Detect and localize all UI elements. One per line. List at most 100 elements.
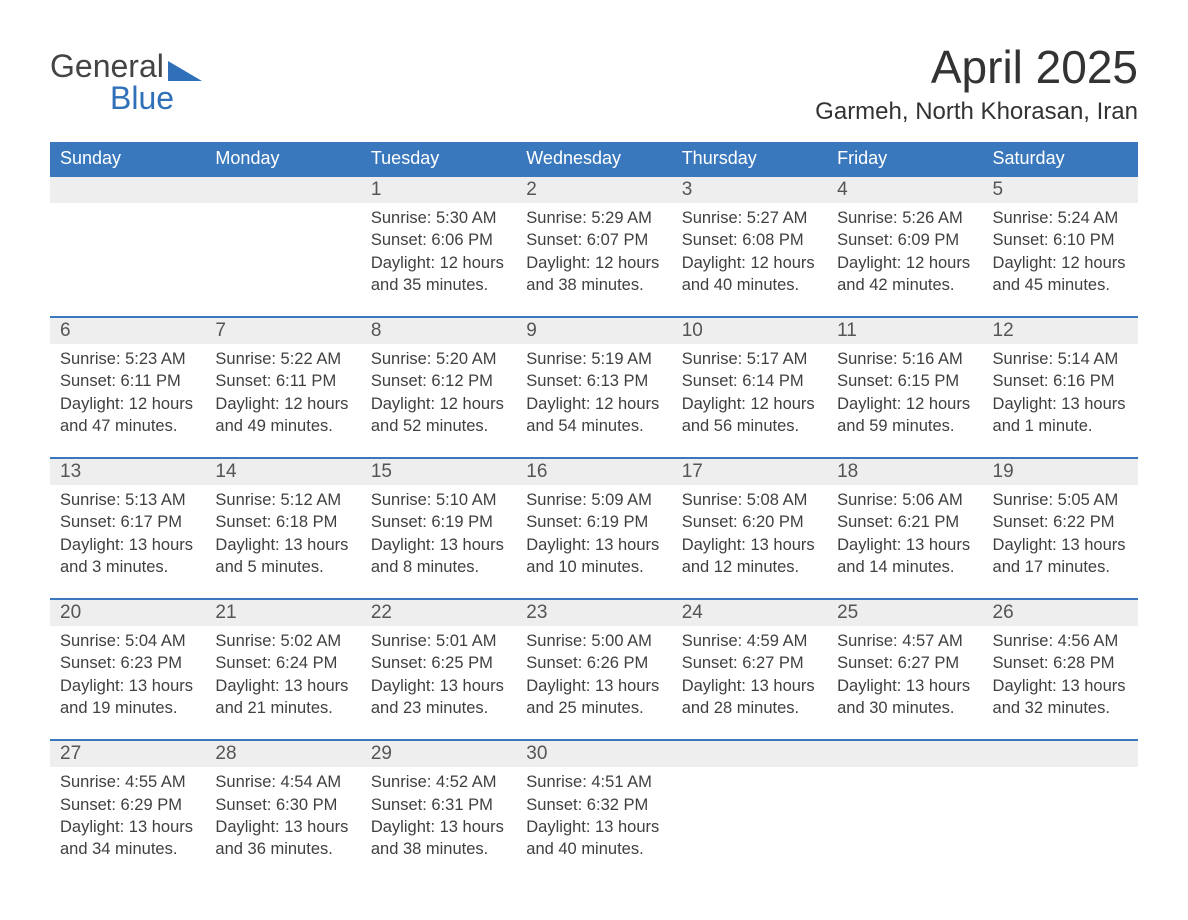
day-number-cell: 26: [983, 599, 1138, 626]
sunset-text: Sunset: 6:24 PM: [215, 652, 350, 674]
day-detail-cell: Sunrise: 5:27 AMSunset: 6:08 PMDaylight:…: [672, 203, 827, 317]
day-number-cell: 1: [361, 176, 516, 203]
day-number-cell: [983, 740, 1138, 767]
day-number-cell: 14: [205, 458, 360, 485]
daylight-text: Daylight: 13 hours and 25 minutes.: [526, 675, 661, 720]
day-number-cell: 5: [983, 176, 1138, 203]
day-detail-cell: [827, 767, 982, 880]
daylight-text: Daylight: 12 hours and 54 minutes.: [526, 393, 661, 438]
location-label: Garmeh, North Khorasan, Iran: [815, 98, 1138, 126]
day-detail-cell: Sunrise: 5:26 AMSunset: 6:09 PMDaylight:…: [827, 203, 982, 317]
day-number-cell: 17: [672, 458, 827, 485]
sunset-text: Sunset: 6:19 PM: [371, 511, 506, 533]
sunrise-text: Sunrise: 4:51 AM: [526, 771, 661, 793]
sunrise-text: Sunrise: 4:55 AM: [60, 771, 195, 793]
daylight-text: Daylight: 12 hours and 35 minutes.: [371, 252, 506, 297]
day-detail-cell: Sunrise: 5:08 AMSunset: 6:20 PMDaylight:…: [672, 485, 827, 599]
sunset-text: Sunset: 6:15 PM: [837, 370, 972, 392]
daylight-text: Daylight: 13 hours and 12 minutes.: [682, 534, 817, 579]
day-number-cell: [672, 740, 827, 767]
sunset-text: Sunset: 6:12 PM: [371, 370, 506, 392]
sunrise-text: Sunrise: 5:16 AM: [837, 348, 972, 370]
day-number-cell: 19: [983, 458, 1138, 485]
daylight-text: Daylight: 13 hours and 28 minutes.: [682, 675, 817, 720]
day-detail-cell: Sunrise: 4:54 AMSunset: 6:30 PMDaylight:…: [205, 767, 360, 880]
title-block: April 2025 Garmeh, North Khorasan, Iran: [815, 40, 1138, 136]
day-detail-cell: Sunrise: 5:22 AMSunset: 6:11 PMDaylight:…: [205, 344, 360, 458]
sunset-text: Sunset: 6:27 PM: [837, 652, 972, 674]
day-number-cell: 27: [50, 740, 205, 767]
daylight-text: Daylight: 12 hours and 52 minutes.: [371, 393, 506, 438]
daylight-text: Daylight: 12 hours and 47 minutes.: [60, 393, 195, 438]
day-number-cell: 25: [827, 599, 982, 626]
daylight-text: Daylight: 13 hours and 5 minutes.: [215, 534, 350, 579]
day-detail-cell: [983, 767, 1138, 880]
day-detail-cell: Sunrise: 5:14 AMSunset: 6:16 PMDaylight:…: [983, 344, 1138, 458]
day-number-row: 6789101112: [50, 317, 1138, 344]
daylight-text: Daylight: 13 hours and 36 minutes.: [215, 816, 350, 861]
daylight-text: Daylight: 12 hours and 38 minutes.: [526, 252, 661, 297]
sunrise-text: Sunrise: 4:56 AM: [993, 630, 1128, 652]
day-detail-row: Sunrise: 4:55 AMSunset: 6:29 PM Daylight:…: [50, 767, 1138, 880]
day-detail-cell: [50, 203, 205, 317]
weekday-header: Tuesday: [361, 142, 516, 176]
sunrise-text: Sunrise: 5:12 AM: [215, 489, 350, 511]
sunset-text: Sunset: 6:22 PM: [993, 511, 1128, 533]
daylight-text: Daylight: 13 hours and 8 minutes.: [371, 534, 506, 579]
day-number-cell: 15: [361, 458, 516, 485]
day-detail-cell: Sunrise: 5:09 AMSunset: 6:19 PMDaylight:…: [516, 485, 671, 599]
day-number-cell: 20: [50, 599, 205, 626]
logo-text-blue: Blue: [110, 82, 202, 114]
sunrise-text: Sunrise: 4:57 AM: [837, 630, 972, 652]
daylight-text: Daylight: 13 hours and 23 minutes.: [371, 675, 506, 720]
day-number-cell: 13: [50, 458, 205, 485]
day-detail-cell: Sunrise: 5:23 AMSunset: 6:11 PMDaylight:…: [50, 344, 205, 458]
day-detail-cell: Sunrise: 5:01 AMSunset: 6:25 PMDaylight:…: [361, 626, 516, 740]
sunset-text: Sunset: 6:08 PM: [682, 229, 817, 251]
sunset-text: Sunset: 6:09 PM: [837, 229, 972, 251]
daylight-text: Daylight: 12 hours and 40 minutes.: [682, 252, 817, 297]
sunrise-text: Sunrise: 5:08 AM: [682, 489, 817, 511]
day-detail-cell: Sunrise: 4:52 AMSunset: 6:31 PMDaylight:…: [361, 767, 516, 880]
sunset-text: Sunset: 6:18 PM: [215, 511, 350, 533]
sunset-text: Sunset: 6:28 PM: [993, 652, 1128, 674]
day-number-cell: 2: [516, 176, 671, 203]
day-number-cell: [205, 176, 360, 203]
daylight-text: Daylight: 13 hours and 38 minutes.: [371, 816, 506, 861]
sunset-text: Sunset: 6:29 PM: [60, 794, 195, 816]
weekday-header: Sunday: [50, 142, 205, 176]
day-number-cell: 21: [205, 599, 360, 626]
day-detail-cell: Sunrise: 5:16 AMSunset: 6:15 PMDaylight:…: [827, 344, 982, 458]
day-number-row: 20212223242526: [50, 599, 1138, 626]
day-detail-cell: Sunrise: 4:55 AMSunset: 6:29 PMDaylight:…: [50, 767, 205, 880]
sunset-text: Sunset: 6:14 PM: [682, 370, 817, 392]
sunset-text: Sunset: 6:11 PM: [215, 370, 350, 392]
sunrise-text: Sunrise: 5:19 AM: [526, 348, 661, 370]
daylight-text: Daylight: 12 hours and 42 minutes.: [837, 252, 972, 297]
sunset-text: Sunset: 6:25 PM: [371, 652, 506, 674]
sunset-text: Sunset: 6:10 PM: [993, 229, 1128, 251]
sunset-text: Sunset: 6:11 PM: [60, 370, 195, 392]
day-detail-cell: Sunrise: 4:56 AMSunset: 6:28 PMDaylight:…: [983, 626, 1138, 740]
weekday-header: Monday: [205, 142, 360, 176]
day-detail-row: Sunrise: 5:04 AMSunset: 6:23 PMDaylight:…: [50, 626, 1138, 740]
daylight-text: Daylight: 13 hours and 3 minutes.: [60, 534, 195, 579]
weekday-header: Thursday: [672, 142, 827, 176]
day-detail-cell: Sunrise: 5:13 AMSunset: 6:17 PMDaylight:…: [50, 485, 205, 599]
day-detail-row: Sunrise: 5:30 AMSunset: 6:06 PMDaylight:…: [50, 203, 1138, 317]
day-number-cell: 12: [983, 317, 1138, 344]
daylight-text: Daylight: 13 hours and 30 minutes.: [837, 675, 972, 720]
calendar-table: Sunday Monday Tuesday Wednesday Thursday…: [50, 142, 1138, 880]
daylight-text: Daylight: 12 hours and 45 minutes.: [993, 252, 1128, 297]
day-number-cell: 18: [827, 458, 982, 485]
sunset-text: Sunset: 6:30 PM: [215, 794, 350, 816]
day-detail-cell: Sunrise: 5:05 AMSunset: 6:22 PMDaylight:…: [983, 485, 1138, 599]
sunset-text: Sunset: 6:23 PM: [60, 652, 195, 674]
month-title: April 2025: [815, 40, 1138, 94]
daylight-text: Daylight: 12 hours and 59 minutes.: [837, 393, 972, 438]
sunset-text: Sunset: 6:26 PM: [526, 652, 661, 674]
daylight-text: Daylight: 13 hours and 40 minutes.: [526, 816, 661, 861]
sunrise-text: Sunrise: 5:26 AM: [837, 207, 972, 229]
sunrise-text: Sunrise: 5:00 AM: [526, 630, 661, 652]
sunset-text: Sunset: 6:20 PM: [682, 511, 817, 533]
